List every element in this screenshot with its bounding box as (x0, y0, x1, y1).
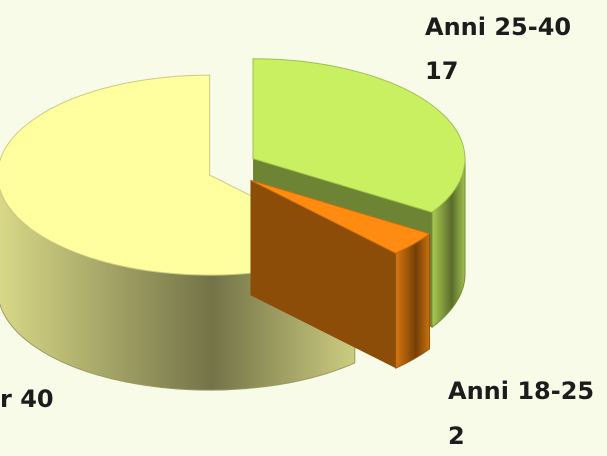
slice-top (252, 58, 466, 213)
pie-slice (250, 179, 431, 369)
slice-label: Anni 18-25 (448, 377, 594, 405)
slice-side (395, 232, 430, 369)
slice-top (250, 179, 431, 254)
slice-value: 17 (425, 57, 458, 85)
slice-face (250, 180, 396, 369)
slice-label: Anni 25-40 (425, 13, 571, 41)
slice-value: 2 (448, 422, 465, 450)
slice-label: r 40 (0, 385, 54, 413)
